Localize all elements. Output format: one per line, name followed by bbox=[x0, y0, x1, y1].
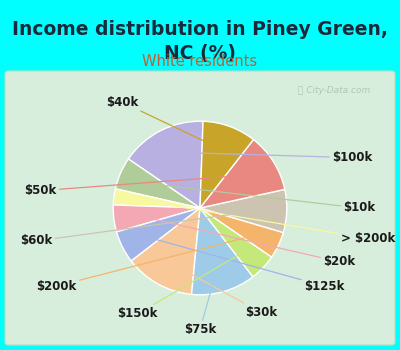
Wedge shape bbox=[116, 208, 200, 261]
Wedge shape bbox=[200, 189, 287, 232]
Wedge shape bbox=[115, 159, 200, 208]
Text: $150k: $150k bbox=[117, 252, 243, 320]
Wedge shape bbox=[131, 208, 200, 294]
Text: > $200k: > $200k bbox=[141, 201, 395, 245]
Text: $75k: $75k bbox=[184, 271, 216, 336]
Wedge shape bbox=[200, 140, 285, 208]
Text: $60k: $60k bbox=[20, 211, 260, 247]
Text: Income distribution in Piney Green,
NC (%): Income distribution in Piney Green, NC (… bbox=[12, 20, 388, 63]
Text: $20k: $20k bbox=[141, 216, 355, 268]
Text: $125k: $125k bbox=[147, 237, 344, 293]
FancyBboxPatch shape bbox=[5, 71, 395, 345]
Wedge shape bbox=[192, 208, 253, 295]
Text: $200k: $200k bbox=[36, 236, 254, 293]
Text: White residents: White residents bbox=[142, 54, 258, 69]
Wedge shape bbox=[113, 205, 200, 232]
Wedge shape bbox=[200, 208, 272, 277]
Text: $30k: $30k bbox=[172, 264, 277, 318]
Wedge shape bbox=[128, 121, 203, 208]
Text: $40k: $40k bbox=[106, 96, 219, 148]
Wedge shape bbox=[113, 189, 200, 208]
Text: $50k: $50k bbox=[24, 175, 250, 197]
Text: $10k: $10k bbox=[146, 183, 375, 215]
Wedge shape bbox=[200, 121, 254, 208]
Text: ⓘ City-Data.com: ⓘ City-Data.com bbox=[298, 86, 370, 95]
Text: $100k: $100k bbox=[175, 151, 372, 164]
Wedge shape bbox=[200, 208, 283, 257]
